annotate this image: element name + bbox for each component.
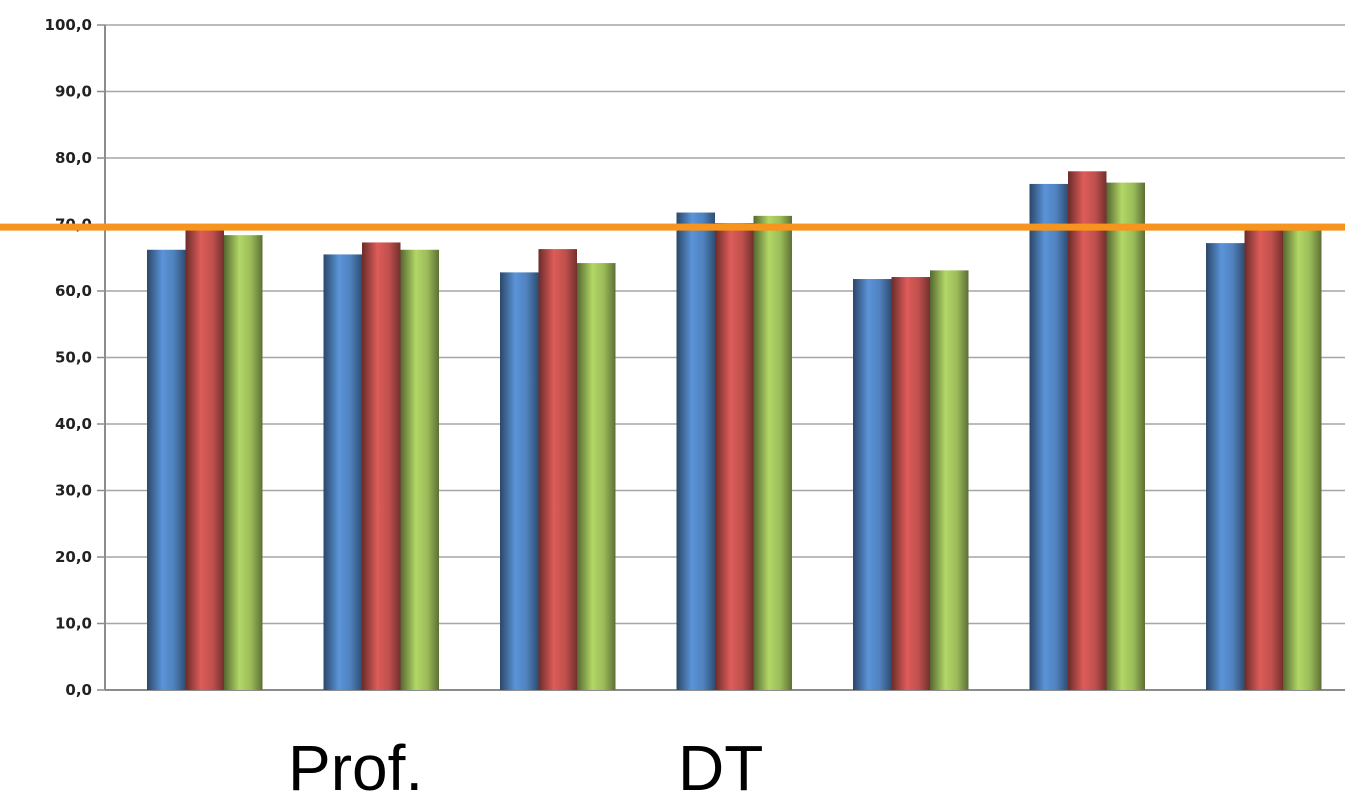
bars <box>147 171 1322 691</box>
y-tick-label: 0,0 <box>65 681 92 699</box>
y-tick-label: 90,0 <box>55 83 92 101</box>
bar <box>500 272 539 690</box>
bar <box>753 215 792 691</box>
bar <box>400 249 439 690</box>
bar <box>1244 227 1283 690</box>
y-tick-label: 80,0 <box>55 149 92 167</box>
bar <box>362 242 401 690</box>
bar <box>147 249 186 690</box>
y-tick-label: 10,0 <box>55 615 92 633</box>
group-label-prof: Prof. <box>288 732 423 795</box>
bar <box>1068 171 1107 691</box>
y-axis-ticks: 0,010,020,030,040,050,060,070,080,090,01… <box>45 16 92 699</box>
y-tick-label: 30,0 <box>55 482 92 500</box>
bar <box>538 249 577 691</box>
bar <box>577 263 616 690</box>
y-tick-label: 60,0 <box>55 282 92 300</box>
bar <box>930 270 969 690</box>
bar <box>676 212 715 690</box>
bar <box>1283 227 1322 690</box>
bar <box>715 223 754 691</box>
group-label-dt: DT <box>678 732 763 795</box>
bar <box>224 235 263 690</box>
y-tick-label: 20,0 <box>55 548 92 566</box>
bar <box>323 254 362 691</box>
bar <box>891 277 930 690</box>
y-tick-label: 100,0 <box>45 16 92 34</box>
bar <box>1029 183 1068 690</box>
bar <box>1206 243 1245 690</box>
bar <box>853 279 892 690</box>
bar <box>185 225 224 690</box>
y-tick-label: 50,0 <box>55 349 92 367</box>
y-tick-label: 40,0 <box>55 415 92 433</box>
bar <box>1106 182 1145 691</box>
